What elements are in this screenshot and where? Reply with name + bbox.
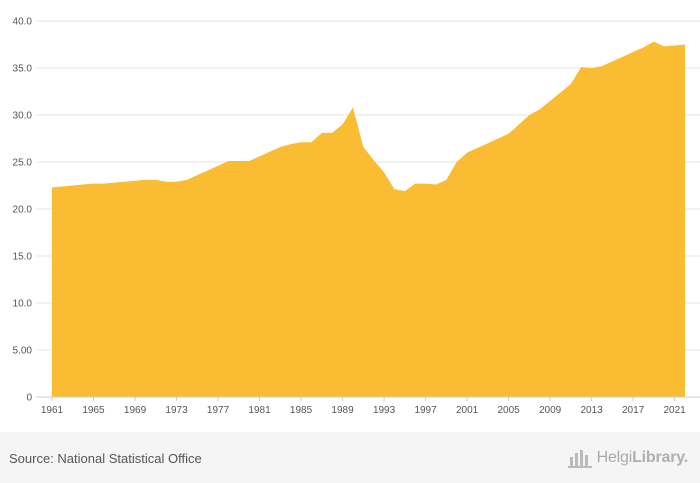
x-tick-label: 1989 [331, 405, 354, 416]
bar-logo-icon [567, 450, 592, 468]
y-tick-label: 15.0 [13, 252, 33, 263]
x-tick-label: 2009 [539, 405, 562, 416]
x-tick-label: 1977 [207, 405, 230, 416]
x-tick-label: 1981 [248, 405, 271, 416]
y-tick-label: 0 [26, 393, 32, 404]
y-tick-label: 20.0 [13, 205, 33, 216]
y-tick-label: 25.0 [13, 158, 33, 169]
x-tick-label: 1965 [82, 405, 105, 416]
x-tick-label: 2001 [456, 405, 479, 416]
x-tick-label: 2021 [663, 405, 686, 416]
y-tick-label: 40.0 [13, 17, 33, 28]
y-tick-label: 10.0 [13, 299, 33, 310]
x-tick-label: 1993 [373, 405, 396, 416]
y-tick-label: 5.00 [13, 346, 33, 357]
y-axis-ticks: 0 5.00 10.0 15.0 20.0 25.0 30.0 35.0 40.0 [13, 17, 33, 404]
footer: Source: National Statistical Office Helg… [0, 432, 700, 483]
x-axis-ticks: 1961 1965 1969 1973 1977 1981 1985 1989 1993 1997… [41, 397, 686, 416]
brand-name: Helgi [596, 449, 633, 466]
x-tick-label: 2005 [497, 405, 520, 416]
source-text: Source: National Statistical Office [9, 451, 202, 466]
x-tick-label: 1997 [414, 405, 437, 416]
area-series [52, 41, 685, 398]
brand-logo[interactable]: Helgi Library. [567, 448, 688, 468]
x-tick-label: 2013 [580, 405, 603, 416]
y-tick-label: 35.0 [13, 64, 33, 75]
x-tick-label: 2017 [622, 405, 645, 416]
x-tick-label: 1985 [290, 405, 313, 416]
x-tick-label: 1969 [124, 405, 147, 416]
brand-name-bold: Library. [632, 449, 688, 466]
x-tick-label: 1961 [41, 405, 64, 416]
x-tick-label: 1973 [165, 405, 188, 416]
y-tick-label: 30.0 [13, 111, 33, 122]
